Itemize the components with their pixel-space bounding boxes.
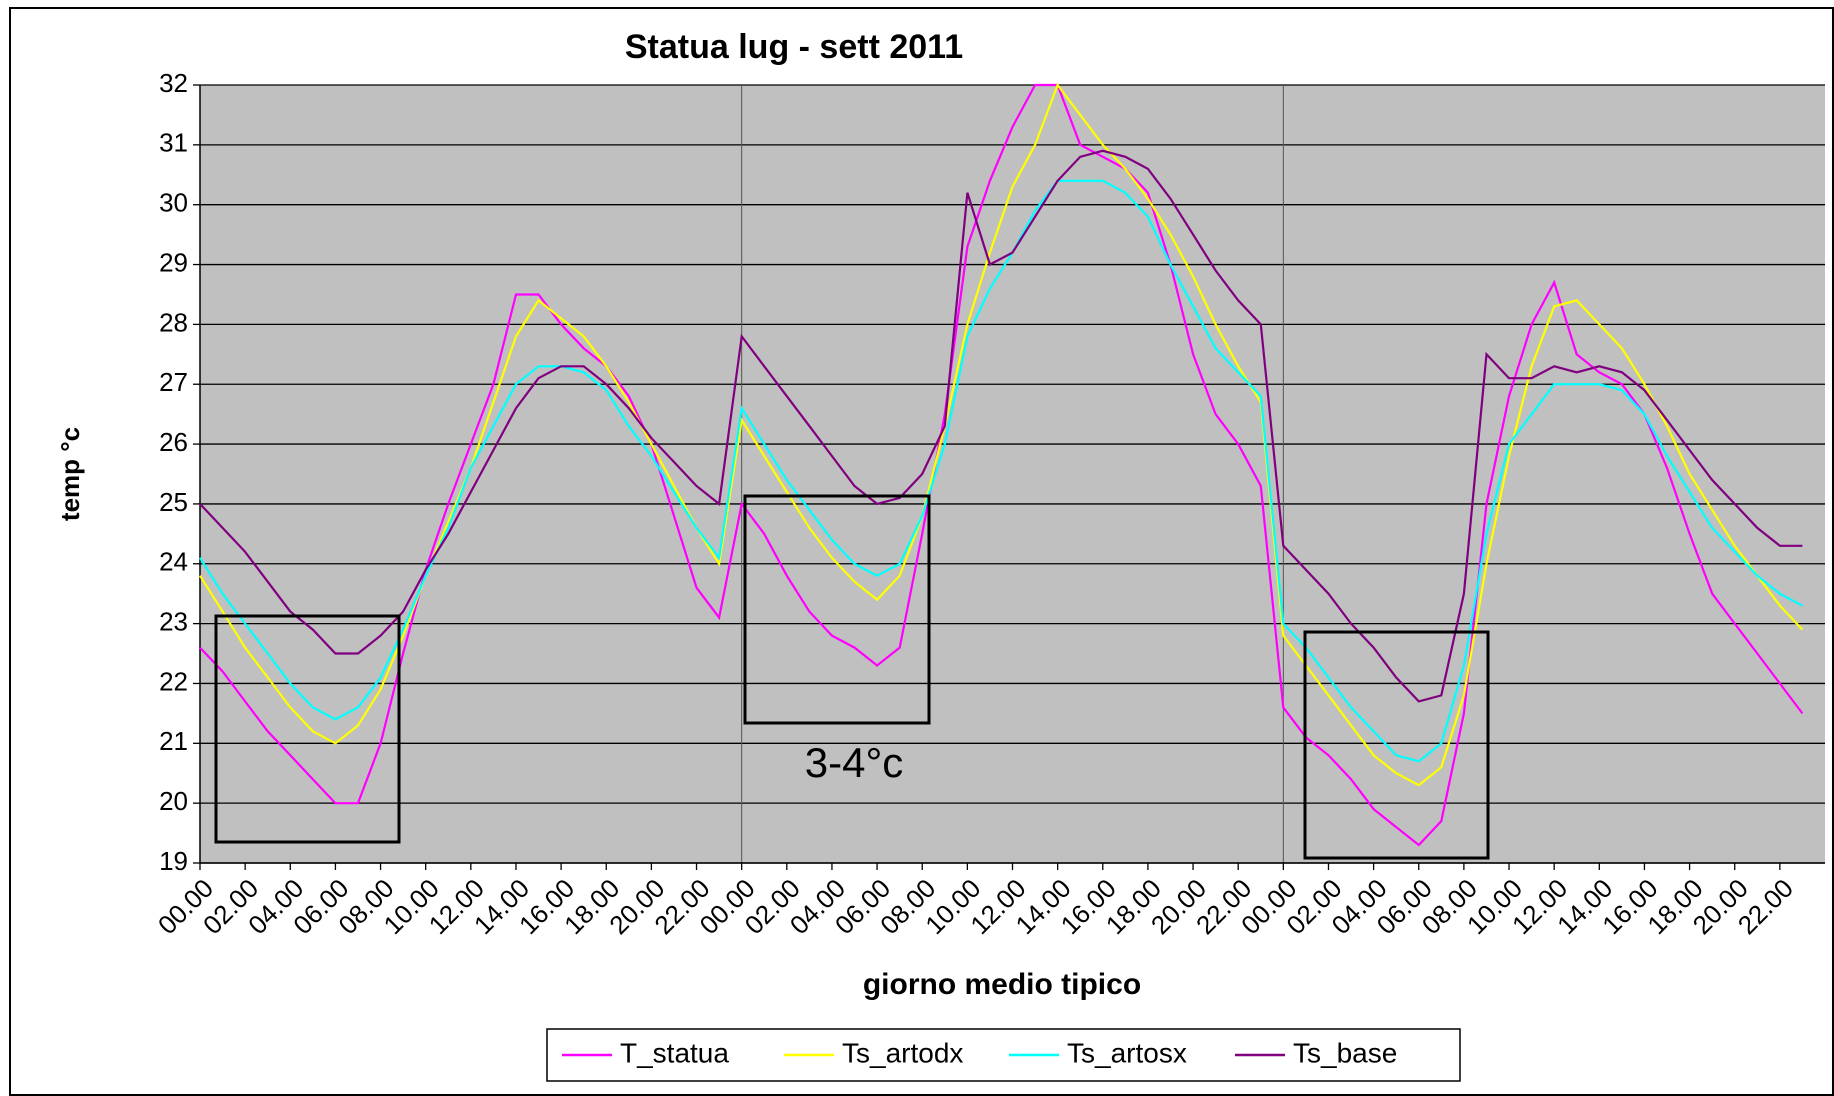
legend: T_statua Ts_artodx Ts_artosx Ts_base — [562, 1037, 1397, 1068]
legend-label: Ts_artosx — [1067, 1037, 1187, 1068]
y-tick-label: 26 — [159, 427, 188, 457]
y-tick-label: 20 — [159, 786, 188, 816]
y-tick-label: 19 — [159, 846, 188, 876]
plot-area — [200, 85, 1825, 863]
x-axis-label: giorno medio tipico — [863, 968, 1141, 1001]
y-tick-label: 29 — [159, 247, 188, 277]
series-line — [199, 149, 1803, 703]
highlight-box — [1303, 630, 1490, 860]
y-axis-label: temp °c — [55, 427, 85, 521]
y-tick-label: 27 — [159, 367, 188, 397]
legend-label: Ts_base — [1293, 1037, 1397, 1068]
y-tick-label: 21 — [159, 726, 188, 756]
y-tick-label: 31 — [159, 128, 188, 158]
legend-label: Ts_artodx — [842, 1037, 963, 1068]
y-tick-label: 24 — [159, 547, 188, 577]
highlight-box — [743, 494, 931, 725]
y-tick-label: 23 — [159, 606, 188, 636]
legend-box — [546, 1028, 1461, 1082]
y-tick-label: 32 — [159, 68, 188, 98]
chart-title: Statua lug - sett 2011 — [625, 28, 963, 66]
y-tick-label: 28 — [159, 307, 188, 337]
legend-label: T_statua — [620, 1037, 729, 1068]
y-tick-label: 30 — [159, 188, 188, 218]
series-line — [199, 179, 1803, 763]
y-tick-label: 22 — [159, 666, 188, 696]
series-line — [199, 83, 1804, 847]
y-tick-label: 25 — [159, 487, 188, 517]
annotation: 3-4°c — [805, 739, 904, 786]
highlight-box — [214, 614, 401, 844]
